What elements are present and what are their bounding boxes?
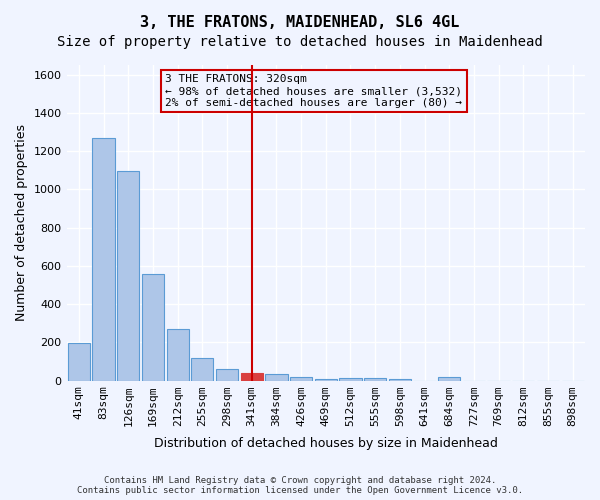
Y-axis label: Number of detached properties: Number of detached properties — [15, 124, 28, 322]
Bar — [389, 378, 411, 380]
Bar — [117, 170, 139, 380]
Bar — [265, 374, 287, 380]
Text: 3, THE FRATONS, MAIDENHEAD, SL6 4GL: 3, THE FRATONS, MAIDENHEAD, SL6 4GL — [140, 15, 460, 30]
Bar — [142, 274, 164, 380]
Text: Contains HM Land Registry data © Crown copyright and database right 2024.
Contai: Contains HM Land Registry data © Crown c… — [77, 476, 523, 495]
Bar — [290, 377, 312, 380]
Bar — [216, 368, 238, 380]
Bar — [92, 138, 115, 380]
Bar — [241, 374, 263, 380]
Bar — [68, 343, 90, 380]
Text: Size of property relative to detached houses in Maidenhead: Size of property relative to detached ho… — [57, 35, 543, 49]
Bar — [167, 330, 189, 380]
Bar — [340, 378, 362, 380]
Bar — [314, 379, 337, 380]
X-axis label: Distribution of detached houses by size in Maidenhead: Distribution of detached houses by size … — [154, 437, 498, 450]
Bar — [364, 378, 386, 380]
Text: 3 THE FRATONS: 320sqm
← 98% of detached houses are smaller (3,532)
2% of semi-de: 3 THE FRATONS: 320sqm ← 98% of detached … — [165, 74, 462, 108]
Bar — [191, 358, 214, 380]
Bar — [438, 377, 460, 380]
